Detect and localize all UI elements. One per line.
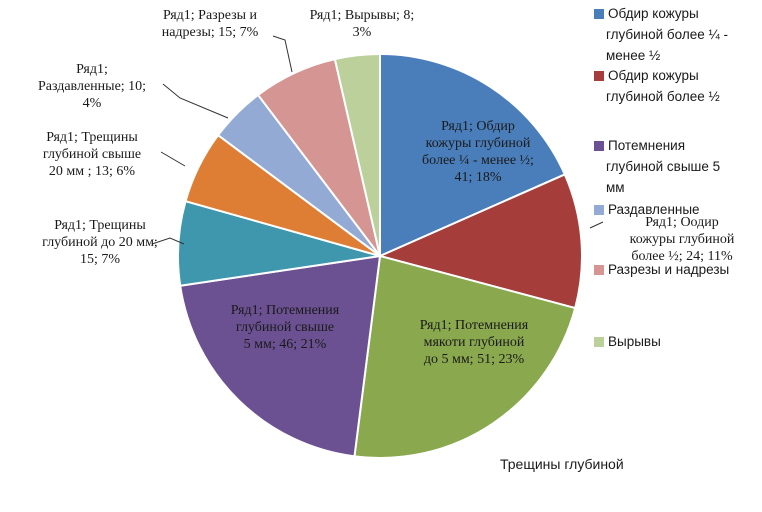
legend-swatch-6 <box>594 337 604 347</box>
legend-entry-4: Раздавленные <box>608 202 700 217</box>
data-label-8: Ряд1; Разрезы и надрезы; 15; 7% <box>162 8 259 40</box>
data-label-4: Ряд1; Потемнения глубиной свыше 5 мм; 46; … <box>231 303 340 352</box>
pie-slice-1 <box>379 52 567 258</box>
legend-swatch-2 <box>594 71 604 81</box>
pie-slice-9 <box>333 52 381 257</box>
data-label-9: Ряд1; Вырывы; 8; 3% <box>310 8 415 40</box>
pie-slice-2 <box>376 173 583 310</box>
data-label-6: Ряд1; Трещины глубиной свыше 20 мм ; 13; 6… <box>43 130 141 179</box>
legend-swatch-5 <box>594 265 604 275</box>
legend-entry-5: Разрезы и надрезы <box>608 262 729 277</box>
leader-line-4 <box>272 35 293 73</box>
leader-line-3 <box>151 237 185 245</box>
data-label-3: Ряд1; Потемнения мякоти глубиной до 5 мм; … <box>420 318 529 367</box>
legend-swatch-3 <box>594 141 604 151</box>
leader-line-2 <box>162 83 229 119</box>
legend-entry-6: Вырывы <box>608 334 661 349</box>
legend-entry-1: Обдир кожуры глубиной более ¼ -менее ½ <box>606 6 728 63</box>
legend-swatch-4 <box>594 205 604 215</box>
bottom-caption: Трещины глубиной <box>500 456 624 472</box>
legend-entry-2: Обдир кожуры глубиной более ½ <box>606 68 720 104</box>
pie-slice-3 <box>353 254 577 459</box>
legend-swatch-1 <box>594 9 604 19</box>
data-label-2: Ряд1; Оодир кожуры глубиной более ½; 24; 1… <box>630 215 735 264</box>
data-label-1: Ряд1; Обдир кожуры глубиной более ¼ - мене… <box>422 119 534 185</box>
data-label-5: Ряд1; Трещины глубиной до 20 мм; 15; 7% <box>42 218 158 267</box>
leader-line-5 <box>589 221 604 229</box>
pie-slice-4 <box>179 254 382 458</box>
leader-line-1 <box>160 151 186 167</box>
legend-entry-3: Потемнения глубиной свыше 5 мм <box>606 138 720 195</box>
data-label-7: Ряд1; Раздавленные; 10; 4% <box>38 62 146 111</box>
